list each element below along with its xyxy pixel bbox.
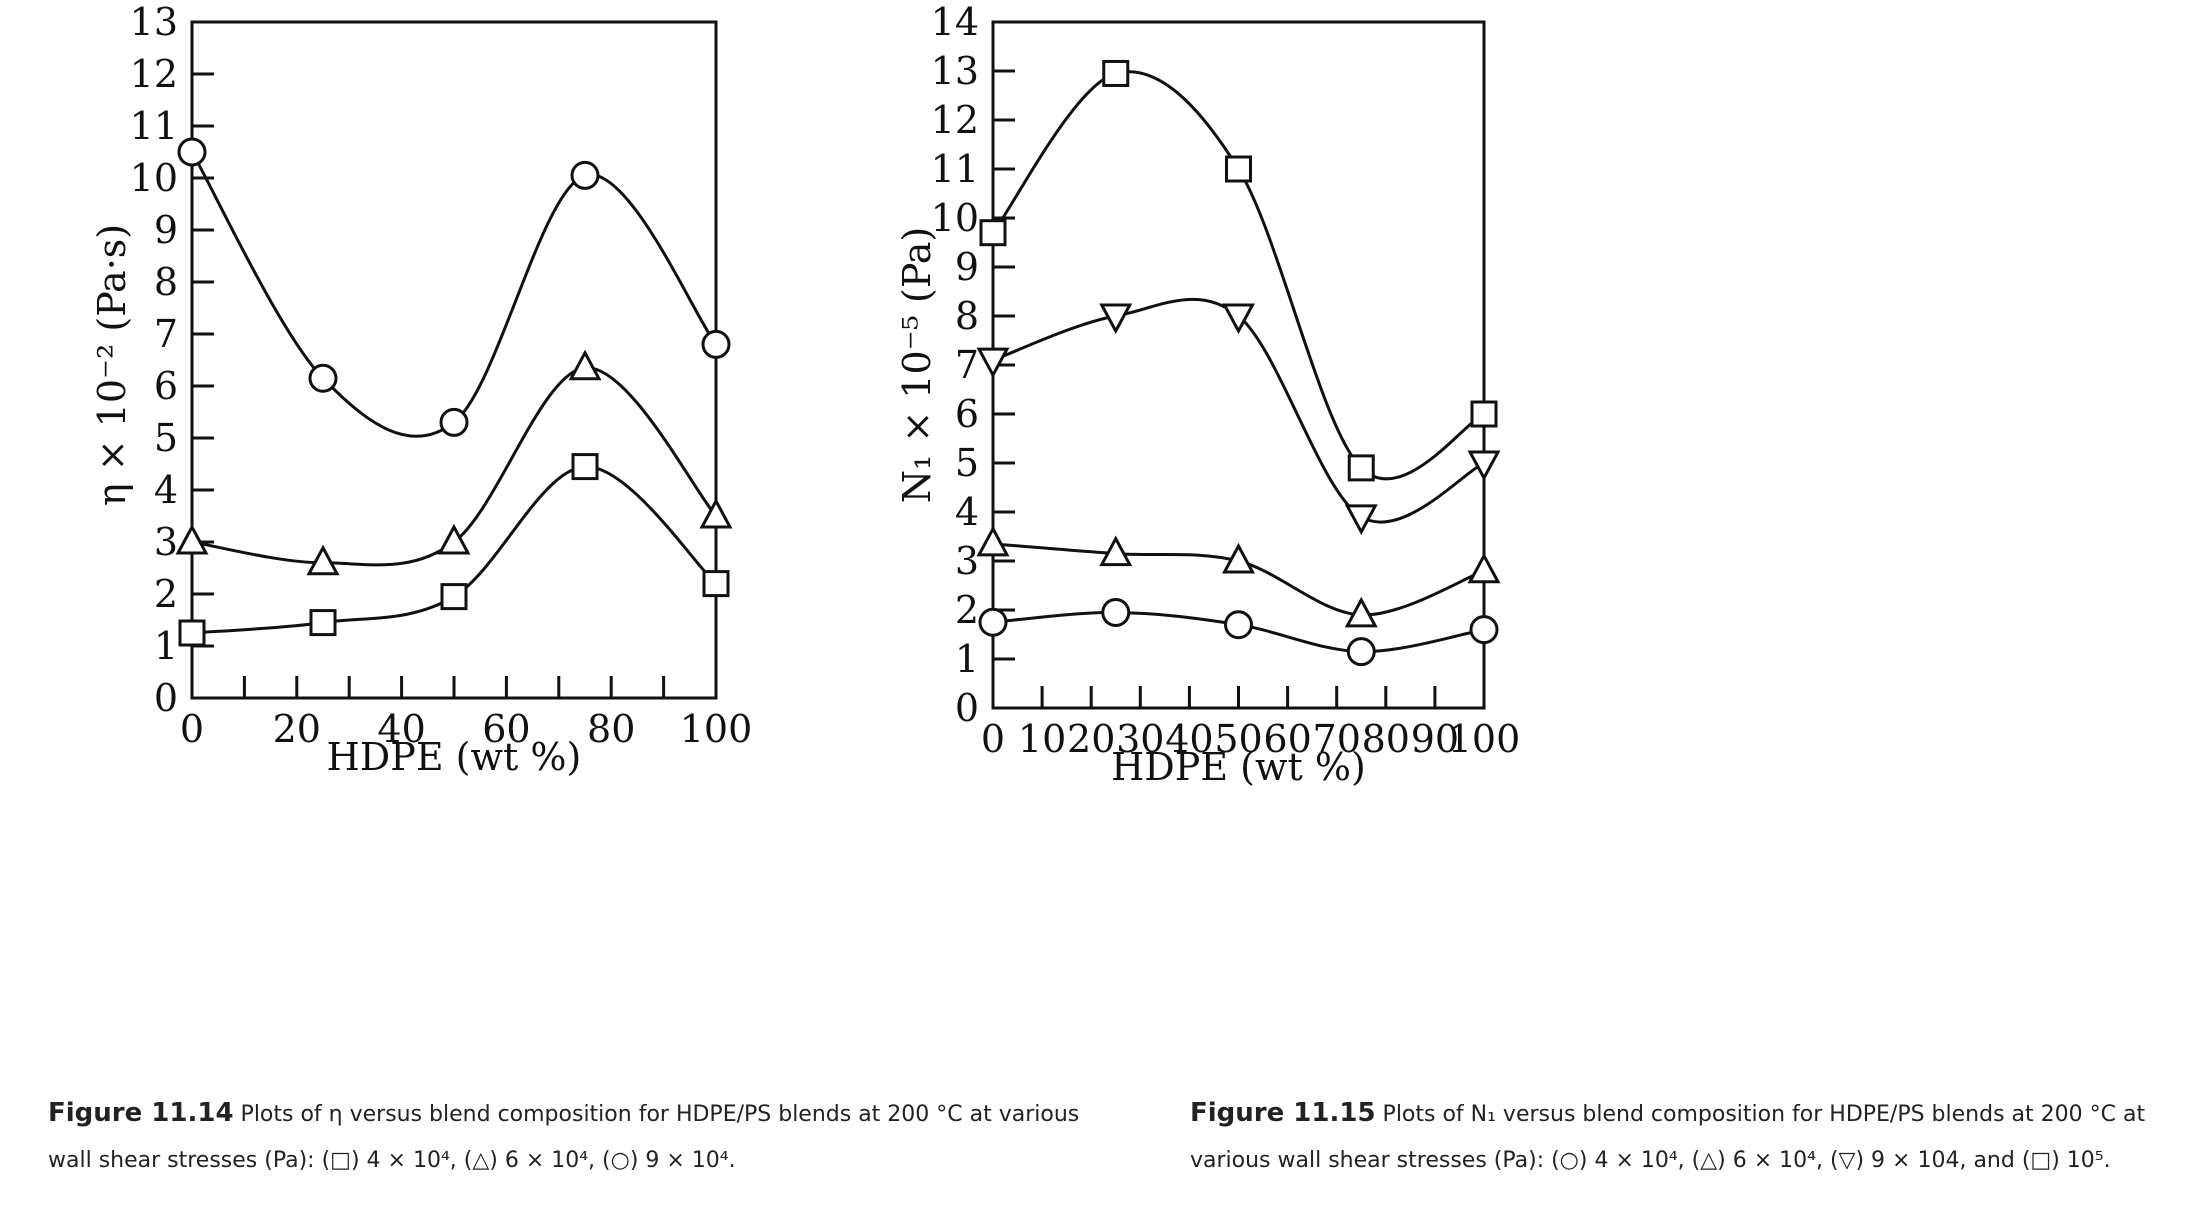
y-tick-label: 4 [955, 490, 979, 534]
x-tick-label: 0 [981, 717, 1005, 761]
square-marker [309, 609, 337, 637]
x-tick-label: 50 [1214, 717, 1262, 761]
circle-marker [570, 160, 600, 190]
x-tick-label: 30 [1116, 717, 1164, 761]
y-axis-title: η × 10⁻² (Pa·s) [90, 224, 134, 506]
square-marker [440, 583, 468, 611]
x-tick-label: 20 [1067, 717, 1115, 761]
series-line-triangle [191, 366, 718, 567]
x-axis-title: HDPE (wt %) [1111, 745, 1366, 789]
x-tick-label: 40 [377, 707, 425, 751]
circle-marker [1101, 597, 1131, 627]
triangle-marker [175, 523, 209, 555]
x-tick-label: 100 [680, 707, 753, 751]
square-marker [1470, 400, 1498, 428]
caption-text: Plots of N₁ versus blend composition for… [1190, 1102, 2146, 1173]
series-line-square [991, 70, 1485, 481]
y-tick-label: 11 [130, 104, 178, 148]
y-tick-label: 8 [955, 294, 979, 338]
x-tick-label: 40 [1165, 717, 1213, 761]
triangle-marker [1099, 535, 1133, 567]
y-tick-label: 2 [154, 572, 178, 616]
y-tick-label: 11 [931, 147, 979, 191]
circle-marker [1224, 610, 1253, 640]
y-tick-label: 6 [955, 392, 979, 436]
y-tick-label: 3 [955, 539, 979, 583]
x-tick-label: 60 [482, 707, 530, 751]
circle-marker [701, 329, 731, 359]
triangle-marker [568, 349, 602, 381]
y-tick-label: 10 [130, 156, 178, 200]
y-tick-label: 4 [154, 468, 178, 512]
x-tick-label: 10 [1018, 717, 1066, 761]
circle-marker [1346, 637, 1376, 667]
triangle-marker [437, 523, 471, 555]
x-tick-label: 100 [1448, 717, 1521, 761]
triangle-down-marker [1344, 504, 1378, 536]
square-marker [979, 219, 1007, 247]
y-tick-label: 12 [931, 98, 979, 142]
x-tick-label: 70 [1313, 717, 1361, 761]
square-marker [571, 453, 599, 481]
triangle-marker [1467, 552, 1501, 584]
y-tick-label: 1 [955, 637, 979, 681]
y-tick-label: 2 [955, 588, 979, 632]
y-tick-label: 13 [130, 0, 178, 44]
y-axis-title: N₁ × 10⁻⁵ (Pa) [895, 227, 939, 503]
caption-label: Figure 11.15 [1190, 1098, 1376, 1128]
triangle-marker [306, 544, 340, 576]
x-tick-label: 60 [1263, 717, 1311, 761]
y-tick-label: 1 [154, 624, 178, 668]
series-line-circle [190, 151, 718, 438]
x-tick-label: 0 [180, 707, 204, 751]
x-tick-label: 20 [273, 707, 321, 751]
y-tick-label: 12 [130, 52, 178, 96]
triangle-down-marker [1221, 303, 1256, 335]
square-marker [1102, 59, 1130, 87]
y-tick-label: 13 [931, 49, 979, 93]
series-line-triangle-down [992, 297, 1485, 524]
circle-marker [439, 407, 469, 437]
circle-marker [177, 137, 207, 167]
y-tick-label: 9 [154, 208, 178, 252]
triangle-marker [699, 497, 733, 529]
square-marker [1225, 155, 1252, 183]
x-axis-title: HDPE (wt %) [327, 735, 582, 779]
x-tick-label: 90 [1411, 717, 1459, 761]
caption-label: Figure 11.14 [48, 1098, 234, 1128]
square-marker [702, 570, 730, 598]
triangle-down-marker [976, 347, 1010, 379]
circle-marker [308, 363, 338, 393]
y-tick-label: 5 [154, 416, 178, 460]
y-tick-label: 0 [955, 686, 979, 730]
y-tick-label: 3 [154, 520, 178, 564]
y-tick-label: 5 [955, 441, 979, 485]
y-tick-label: 7 [955, 343, 979, 387]
x-tick-label: 80 [587, 707, 635, 751]
circle-marker [1469, 615, 1499, 645]
triangle-down-marker [1099, 303, 1133, 335]
triangle-marker [1221, 542, 1256, 574]
caption-text: Plots of η versus blend composition for … [48, 1102, 1080, 1173]
y-tick-label: 6 [154, 364, 178, 408]
triangle-marker [1344, 596, 1378, 628]
triangle-marker [976, 525, 1010, 557]
y-tick-label: 7 [154, 312, 178, 356]
y-tick-label: 10 [931, 196, 979, 240]
x-tick-label: 80 [1362, 717, 1410, 761]
caption-figure-11-14: Figure 11.14 Plots of η versus blend com… [48, 1090, 1128, 1184]
square-marker [178, 619, 206, 647]
triangle-down-marker [1467, 450, 1501, 482]
y-tick-label: 8 [154, 260, 178, 304]
circle-marker [978, 607, 1008, 637]
y-tick-label: 0 [154, 676, 178, 720]
square-marker [1347, 454, 1375, 482]
y-tick-label: 9 [955, 245, 979, 289]
y-tick-label: 14 [931, 0, 979, 44]
caption-figure-11-15: Figure 11.15 Plots of N₁ versus blend co… [1190, 1090, 2180, 1184]
